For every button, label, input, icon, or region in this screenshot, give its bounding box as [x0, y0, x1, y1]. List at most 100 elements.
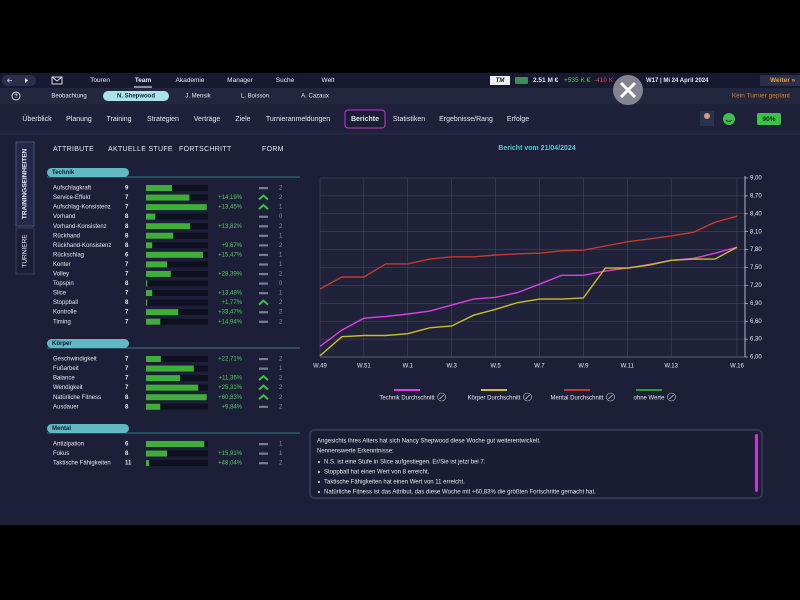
section-title: Körper: [52, 341, 72, 347]
legend-edit[interactable]: [437, 392, 446, 402]
attribute-name: Natürliche Fitness: [53, 395, 101, 401]
help-icon[interactable]: [11, 91, 21, 101]
side-tab[interactable]: [15, 227, 35, 275]
avatar-head: [704, 113, 710, 119]
progress: +1,77%: [221, 300, 242, 306]
attribute-level: 8: [125, 451, 129, 457]
level-bar-track: [146, 318, 208, 325]
legend-edit[interactable]: [523, 392, 532, 402]
attribute-level: 7: [125, 366, 129, 372]
report-bullet: N.S. ist eine Stufe in Slice aufgestiege…: [324, 460, 486, 466]
level-bar-track: [146, 403, 208, 410]
menu-item[interactable]: Touren: [90, 77, 110, 84]
player-tab[interactable]: L. Boisson: [241, 94, 269, 100]
level-bar-track: [146, 242, 208, 249]
attribute-name: Balance: [53, 376, 75, 382]
legend-edit-pen: [669, 394, 674, 400]
attribute-level: 8: [125, 214, 129, 220]
level-bar-track: [146, 450, 208, 457]
legend-label: Mental Durchschnitt: [550, 396, 603, 402]
tournament-status: Kein Turnier geplant: [732, 93, 790, 100]
attribute-name: Service-Effekt: [53, 195, 91, 201]
attribute-name: Konter: [53, 262, 71, 268]
attribute-name: Geschwindigkeit: [53, 357, 97, 363]
sub-tab[interactable]: Verträge: [194, 116, 221, 123]
sub-tab[interactable]: Strategien: [147, 116, 179, 123]
legend-edit[interactable]: [606, 392, 615, 402]
history-arrows[interactable]: [2, 75, 36, 86]
level-bar: [146, 242, 153, 249]
y-tick-label: 9,00: [750, 176, 762, 182]
form-value: 1: [279, 205, 283, 211]
progress: +28,39%: [218, 272, 243, 278]
form-trend-up: [258, 203, 269, 210]
sub-tab[interactable]: Berichte: [351, 116, 379, 123]
back-arrow[interactable]: [6, 78, 13, 83]
side-tab-label[interactable]: TURNIERE: [22, 234, 29, 268]
side-tab-label[interactable]: TRAININGSEINHEITEN: [22, 148, 29, 219]
level-bar: [146, 460, 150, 467]
x-tick-label: W.49: [313, 364, 327, 370]
level-bar-track: [146, 290, 208, 297]
menu-item[interactable]: Welt: [322, 77, 335, 84]
level-bar: [146, 213, 156, 220]
scrollbar[interactable]: [755, 434, 758, 492]
level-bar: [146, 356, 161, 362]
attribute-level: 8: [125, 233, 129, 239]
level-bar-track: [146, 460, 208, 467]
form-trend-flat: [259, 452, 268, 455]
menu-item[interactable]: Manager: [227, 77, 253, 84]
sub-tab[interactable]: Erfolge: [507, 116, 529, 123]
column-header: FORTSCHRITT: [179, 146, 232, 153]
form-trend-up: [258, 194, 269, 201]
form-trend-flat: [259, 253, 268, 257]
form-value: 2: [279, 243, 283, 249]
side-tab-active[interactable]: [15, 141, 35, 227]
report-intro: Angesichts ihres Alters hat sich Nancy S…: [317, 439, 541, 445]
player-tab[interactable]: J. Mensik: [185, 94, 211, 100]
mail-icon[interactable]: [51, 76, 63, 85]
sub-tab[interactable]: Training: [106, 116, 131, 123]
form-value: 2: [279, 376, 283, 382]
next-label[interactable]: Weiter »: [770, 77, 796, 84]
menu-item[interactable]: Suche: [276, 77, 295, 84]
sub-tab[interactable]: Ziele: [235, 116, 250, 123]
y-tick-label: 7,20: [750, 283, 762, 289]
attribute-name: Ausdauer: [53, 404, 79, 410]
progress: +15,91%: [218, 451, 243, 457]
form-trend-flat: [259, 244, 268, 247]
progress: +13,45%: [218, 205, 243, 211]
report-bullet: Stoppball hat einen Wert von 8 erreicht.: [324, 470, 430, 476]
attribute-level: 7: [125, 262, 129, 268]
next-button[interactable]: [760, 75, 800, 86]
x-tick-label: W.5: [490, 364, 501, 370]
menu-item[interactable]: Akademie: [176, 77, 205, 84]
sub-tab[interactable]: Statistiken: [393, 116, 425, 123]
player-tab[interactable]: N. Shepwood: [117, 94, 155, 100]
player-tab[interactable]: Beobachtung: [51, 94, 86, 100]
form-trend-up: [258, 299, 269, 306]
menu-item[interactable]: Team: [135, 77, 152, 84]
forward-arrow[interactable]: [25, 78, 28, 83]
form-trend-flat: [259, 215, 268, 218]
progress: +60,83%: [218, 395, 243, 401]
attribute-name: Rückschlag: [53, 252, 84, 258]
y-tick-label: 6,90: [750, 301, 762, 307]
legend-edit[interactable]: [667, 392, 676, 402]
sub-tab[interactable]: Ergebnisse/Rang: [439, 116, 493, 123]
tm-logo: [490, 76, 510, 85]
progress: +22,71%: [218, 357, 243, 363]
series-line: [319, 215, 738, 290]
sub-tab[interactable]: Turnieranmeldungen: [266, 116, 330, 123]
bullet: [318, 461, 320, 463]
balance: 2.51 M €: [533, 77, 559, 84]
level-bar: [146, 309, 179, 316]
level-bar: [146, 441, 205, 447]
player-tab[interactable]: A. Cazaux: [301, 94, 329, 100]
section-pill: [47, 168, 129, 177]
section-title: Mental: [52, 426, 71, 432]
sub-tab[interactable]: Planung: [66, 116, 92, 123]
sub-tab[interactable]: Überblick: [22, 115, 52, 123]
attribute-name: Fokus: [53, 451, 69, 457]
attribute-level: 7: [125, 205, 129, 211]
